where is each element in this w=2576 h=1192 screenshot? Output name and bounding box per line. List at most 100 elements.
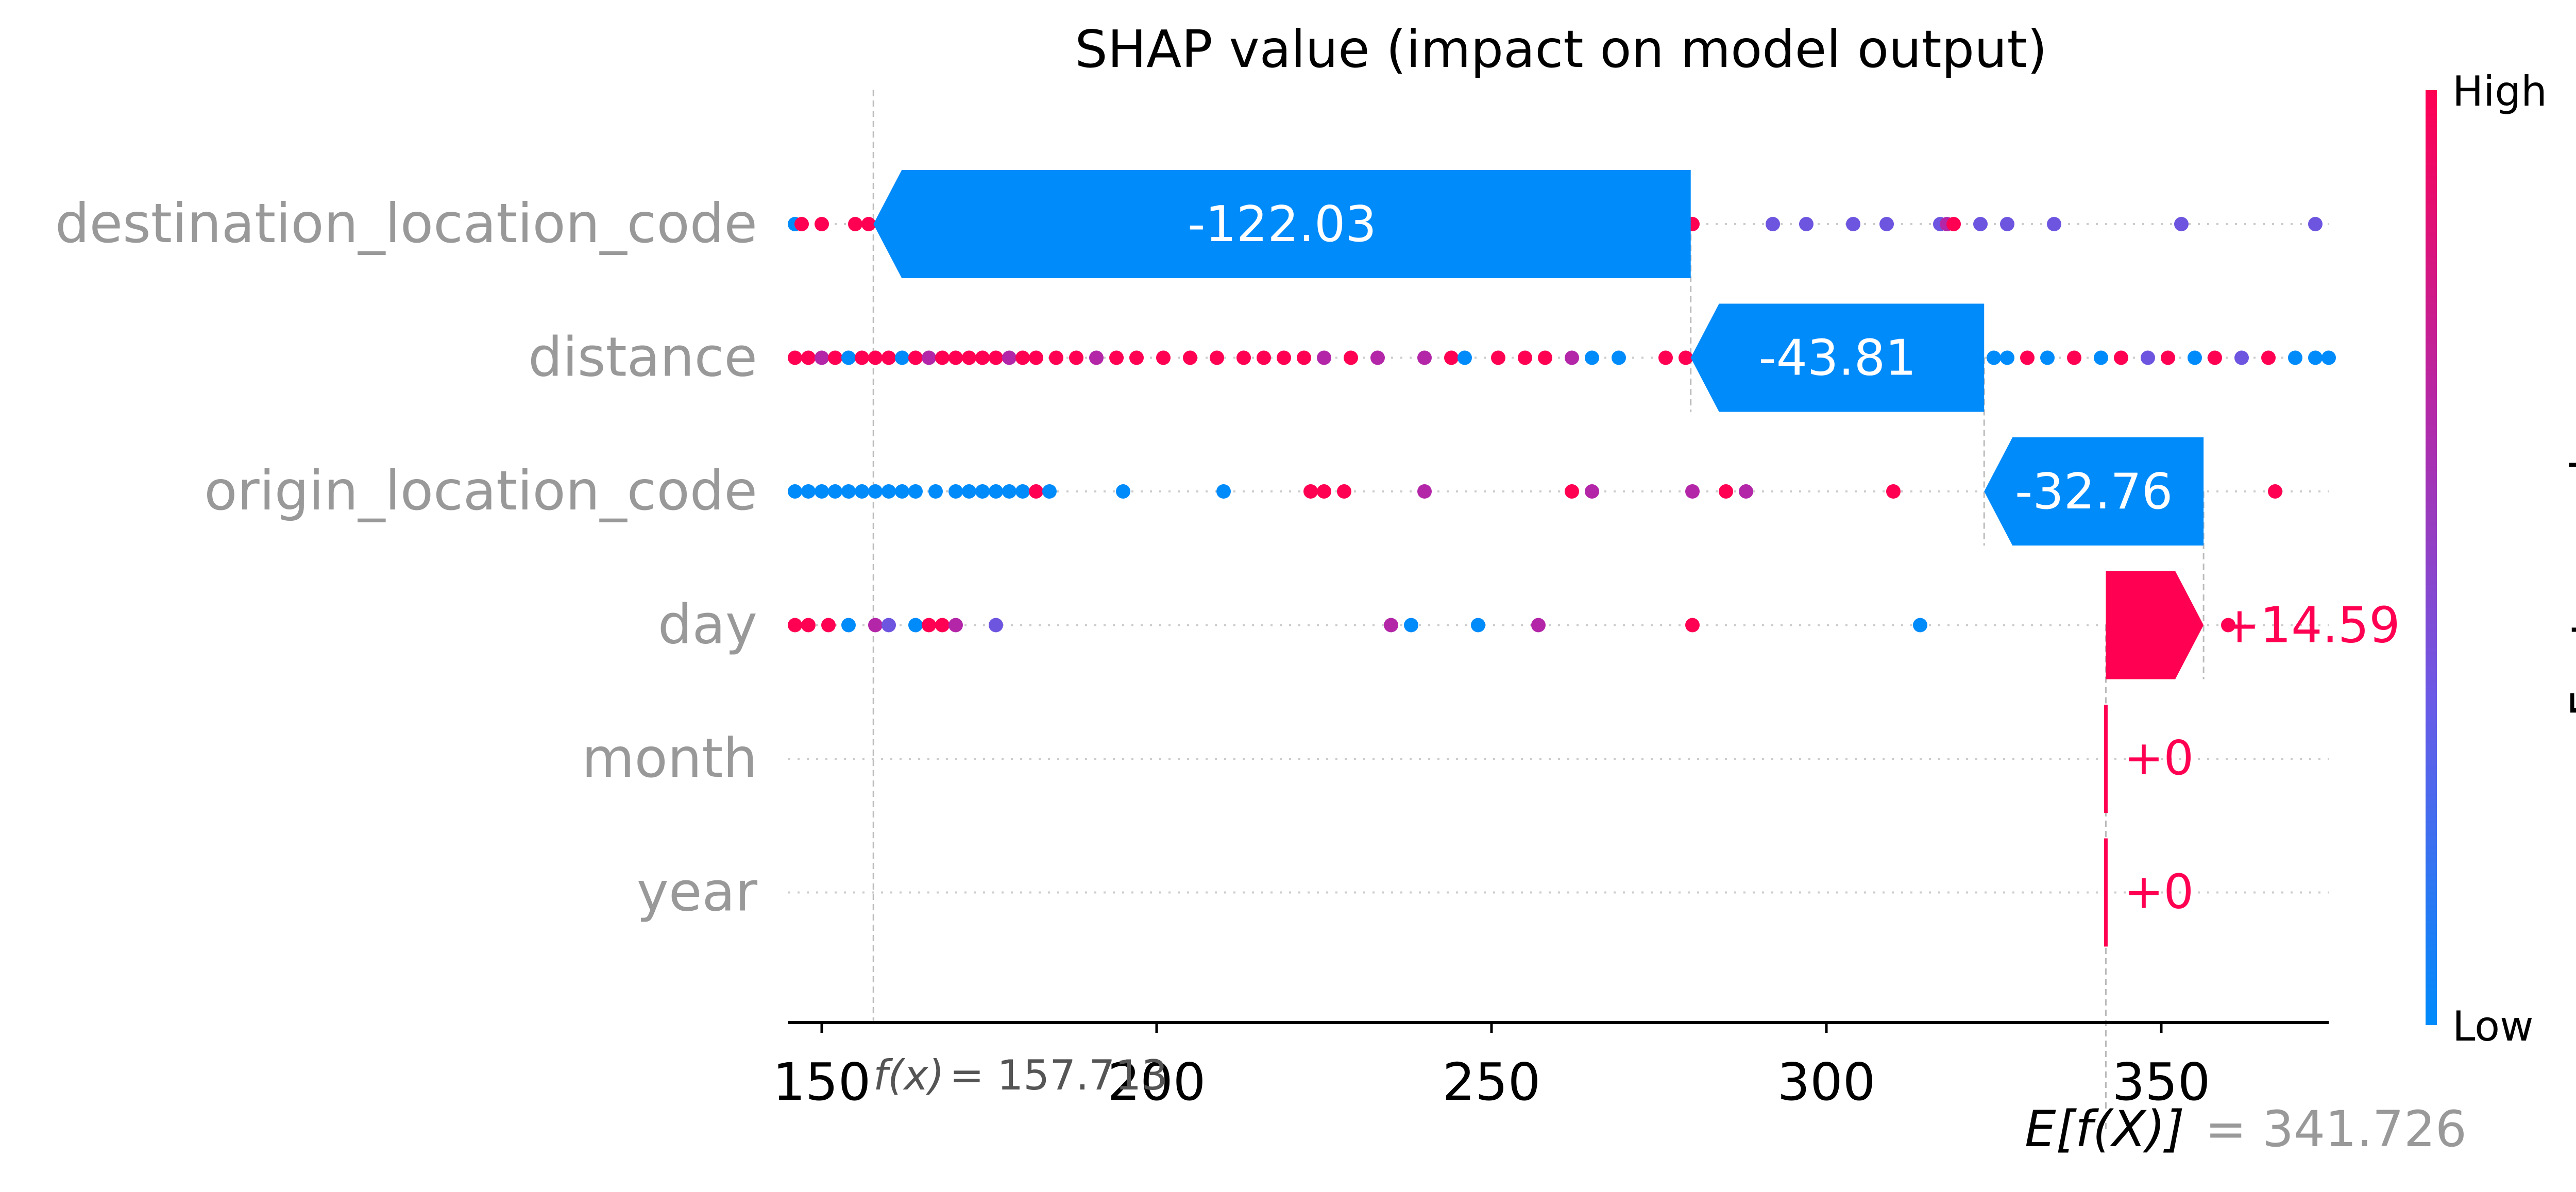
data-point (1156, 350, 1171, 365)
data-point (841, 618, 856, 633)
data-point (2208, 350, 2222, 365)
data-point (1417, 484, 1432, 499)
x-tick-label: 200 (1108, 1052, 1206, 1112)
data-point (2188, 350, 2202, 365)
data-point (1565, 350, 1579, 365)
data-point (1846, 217, 1860, 231)
data-point (1236, 350, 1251, 365)
data-point (922, 350, 936, 365)
x-axis-ticks: 150 200 250 300 350 (773, 1023, 2210, 1112)
data-point (2308, 217, 2323, 231)
data-point (828, 350, 842, 365)
data-point (1002, 484, 1016, 499)
data-point (882, 484, 896, 499)
data-point (788, 484, 802, 499)
data-point (1183, 350, 1197, 365)
data-point (948, 618, 963, 633)
contribution-labels: -122.03 -43.81 -32.76 +14.59 +0 +0 (1188, 196, 2400, 919)
x-tick-label: 150 (773, 1052, 871, 1112)
contribution-label: +0 (2124, 730, 2194, 786)
data-point (2067, 350, 2081, 365)
data-point (1658, 350, 1673, 365)
feature-labels: destination_location_code distance origin_… (55, 192, 758, 924)
data-point (948, 350, 963, 365)
data-point (1337, 484, 1351, 499)
data-point (1210, 350, 1224, 365)
data-point (2000, 217, 2014, 231)
data-point (815, 484, 829, 499)
data-point (1444, 350, 1459, 365)
data-point (1015, 484, 1030, 499)
data-point (1089, 350, 1104, 365)
prediction-value-text: = 157.713 (950, 1051, 1167, 1099)
contribution-label: -43.81 (1758, 330, 1916, 387)
data-point (1491, 350, 1505, 365)
data-point (2141, 350, 2155, 365)
colorbar-low-label: Low (2452, 1002, 2534, 1050)
data-point (1739, 484, 1753, 499)
data-point (908, 350, 923, 365)
scatter-points (788, 217, 2336, 633)
data-point (1029, 350, 1043, 365)
data-point (841, 350, 856, 365)
data-point (2261, 350, 2276, 365)
svg-text:f(x)= 157.713: f(x) = 157.713 (873, 1051, 1167, 1099)
data-point (962, 484, 976, 499)
data-point (855, 484, 869, 499)
data-point (928, 484, 943, 499)
prediction-label: f(x) (873, 1051, 944, 1099)
data-point (1216, 484, 1231, 499)
data-point (895, 350, 909, 365)
data-point (821, 618, 836, 633)
data-point (868, 484, 883, 499)
colorbar-title: Feature value (2562, 401, 2576, 718)
data-point (1317, 484, 1331, 499)
data-point (1015, 350, 1030, 365)
data-point (1277, 350, 1291, 365)
data-point (1565, 484, 1579, 499)
data-point (1685, 618, 1700, 633)
data-point (801, 484, 816, 499)
row-gridlines (788, 223, 2329, 894)
data-point (1129, 350, 1144, 365)
data-point (868, 618, 883, 633)
data-point (1109, 350, 1124, 365)
svg-text:E[f(X)]= 341.726: E[f(X)] = 341.726 (2025, 1100, 2467, 1158)
data-point (1458, 350, 1472, 365)
data-point (908, 618, 923, 633)
data-point (2174, 217, 2189, 231)
data-point (1766, 217, 1780, 231)
data-point (2221, 618, 2235, 633)
data-point (989, 618, 1003, 633)
data-point (1404, 618, 1418, 633)
feature-label: year (637, 861, 758, 924)
data-point (2094, 350, 2108, 365)
data-point (1946, 217, 1961, 231)
data-point (2040, 350, 2055, 365)
chart-title: SHAP value (impact on model output) (1075, 19, 2047, 79)
data-point (2114, 350, 2128, 365)
data-point (1297, 350, 1311, 365)
contribution-label: -122.03 (1188, 196, 1377, 253)
data-point (828, 484, 842, 499)
data-point (1116, 484, 1130, 499)
data-point (841, 484, 856, 499)
data-point (2308, 350, 2323, 365)
contribution-bar (1690, 303, 1985, 412)
contribution-bar (1984, 437, 2204, 546)
feature-label: distance (528, 326, 757, 389)
data-point (1685, 484, 1700, 499)
data-point (1002, 350, 1016, 365)
data-point (935, 618, 950, 633)
feature-label: origin_location_code (204, 459, 757, 522)
data-point (1257, 350, 1271, 365)
data-point (989, 484, 1003, 499)
data-point (848, 217, 862, 231)
feature-label: destination_location_code (55, 192, 757, 255)
data-point (1973, 217, 1988, 231)
data-point (882, 618, 896, 633)
data-point (895, 484, 909, 499)
contribution-label: +14.59 (2219, 598, 2400, 654)
data-point (815, 350, 829, 365)
feature-label: day (658, 593, 757, 656)
